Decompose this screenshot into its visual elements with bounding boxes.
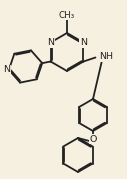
Text: NH: NH: [99, 52, 113, 61]
Text: CH₃: CH₃: [59, 11, 75, 20]
Text: O: O: [89, 134, 97, 144]
Text: N: N: [47, 38, 54, 47]
Text: N: N: [3, 65, 10, 74]
Text: N: N: [80, 38, 87, 47]
